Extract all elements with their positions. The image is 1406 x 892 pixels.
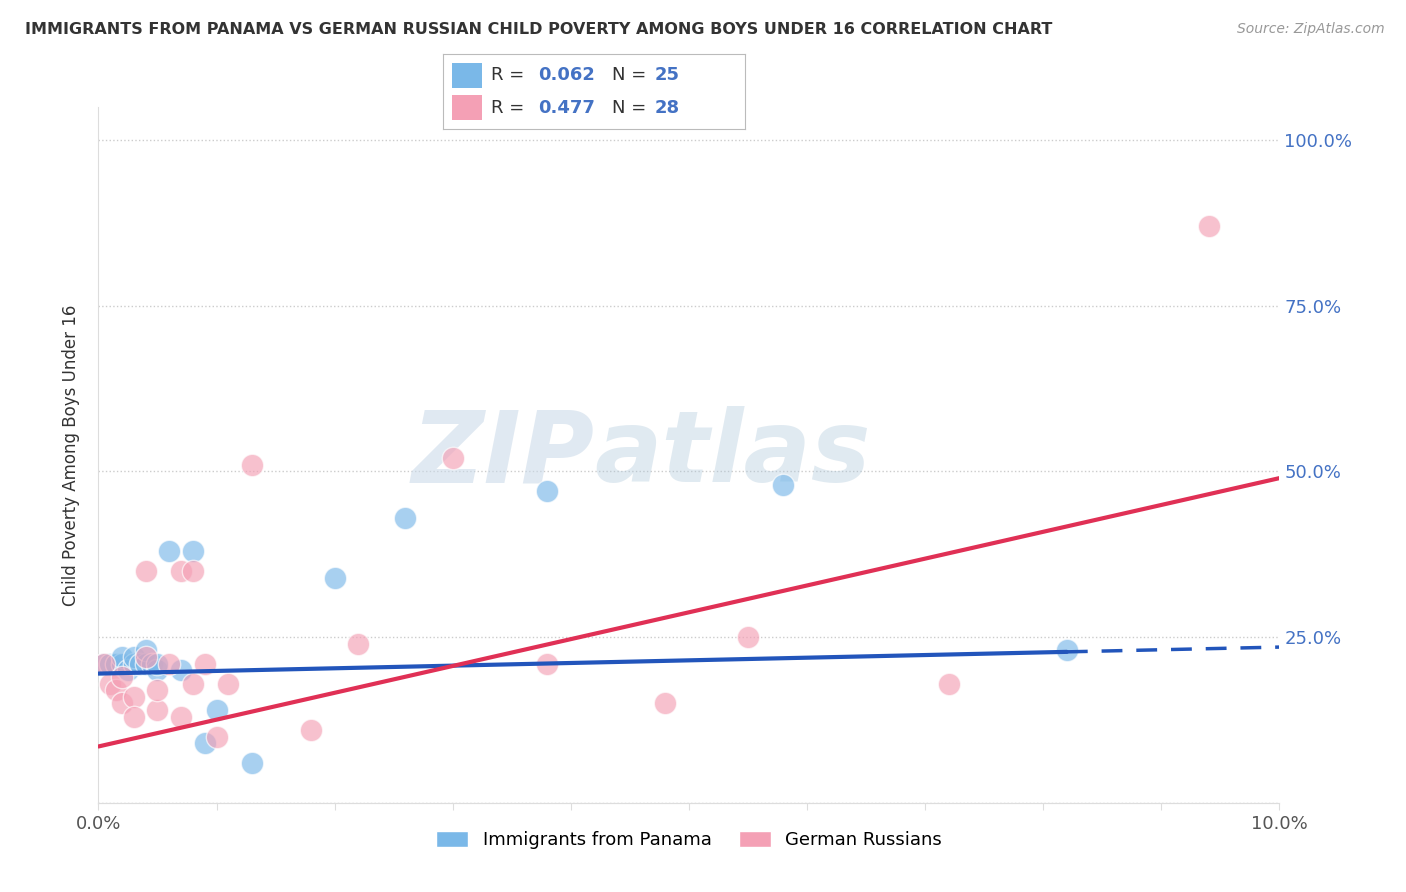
Bar bbox=[451, 95, 482, 120]
Text: N =: N = bbox=[612, 99, 652, 117]
Point bbox=[772, 477, 794, 491]
Point bbox=[205, 703, 228, 717]
Text: Source: ZipAtlas.com: Source: ZipAtlas.com bbox=[1237, 22, 1385, 37]
Point bbox=[98, 676, 121, 690]
Point bbox=[135, 650, 157, 665]
Point bbox=[181, 676, 204, 690]
Point bbox=[938, 676, 960, 690]
Point bbox=[181, 544, 204, 558]
Point bbox=[146, 703, 169, 717]
Point bbox=[111, 697, 134, 711]
Point bbox=[117, 663, 139, 677]
Point bbox=[441, 451, 464, 466]
Point bbox=[146, 683, 169, 698]
Point bbox=[240, 458, 263, 472]
Point bbox=[122, 650, 145, 665]
Point bbox=[135, 564, 157, 578]
Point bbox=[194, 736, 217, 750]
Point bbox=[146, 657, 169, 671]
Point bbox=[157, 544, 180, 558]
Point bbox=[111, 650, 134, 665]
Point bbox=[536, 657, 558, 671]
Point bbox=[98, 657, 121, 671]
Point bbox=[105, 683, 128, 698]
Point bbox=[536, 484, 558, 499]
Point bbox=[1056, 643, 1078, 657]
Legend: Immigrants from Panama, German Russians: Immigrants from Panama, German Russians bbox=[429, 823, 949, 856]
Point bbox=[157, 657, 180, 671]
Point bbox=[347, 637, 370, 651]
Point bbox=[105, 657, 128, 671]
Point bbox=[181, 564, 204, 578]
Point bbox=[122, 709, 145, 723]
Point bbox=[170, 564, 193, 578]
Point bbox=[146, 663, 169, 677]
Text: IMMIGRANTS FROM PANAMA VS GERMAN RUSSIAN CHILD POVERTY AMONG BOYS UNDER 16 CORRE: IMMIGRANTS FROM PANAMA VS GERMAN RUSSIAN… bbox=[25, 22, 1053, 37]
Text: R =: R = bbox=[491, 99, 530, 117]
Point bbox=[170, 709, 193, 723]
Text: atlas: atlas bbox=[595, 407, 870, 503]
Point bbox=[141, 657, 163, 671]
Point bbox=[240, 756, 263, 770]
Point bbox=[135, 657, 157, 671]
Bar bbox=[451, 62, 482, 87]
Point bbox=[93, 657, 115, 671]
Point bbox=[205, 730, 228, 744]
Text: 0.062: 0.062 bbox=[538, 66, 595, 84]
Point bbox=[654, 697, 676, 711]
Point bbox=[194, 657, 217, 671]
Point bbox=[135, 643, 157, 657]
Point bbox=[122, 657, 145, 671]
Text: ZIP: ZIP bbox=[412, 407, 595, 503]
Point bbox=[111, 657, 134, 671]
Point bbox=[1198, 219, 1220, 234]
Point bbox=[93, 657, 115, 671]
Point bbox=[737, 630, 759, 644]
Point bbox=[170, 663, 193, 677]
Point bbox=[394, 511, 416, 525]
Y-axis label: Child Poverty Among Boys Under 16: Child Poverty Among Boys Under 16 bbox=[62, 304, 80, 606]
Point bbox=[323, 570, 346, 584]
Point bbox=[299, 723, 322, 737]
Text: R =: R = bbox=[491, 66, 530, 84]
Point bbox=[122, 690, 145, 704]
Text: 28: 28 bbox=[655, 99, 679, 117]
Point bbox=[128, 657, 150, 671]
Text: 25: 25 bbox=[655, 66, 679, 84]
Text: 0.477: 0.477 bbox=[538, 99, 595, 117]
Text: N =: N = bbox=[612, 66, 652, 84]
Point bbox=[111, 670, 134, 684]
Point bbox=[217, 676, 239, 690]
